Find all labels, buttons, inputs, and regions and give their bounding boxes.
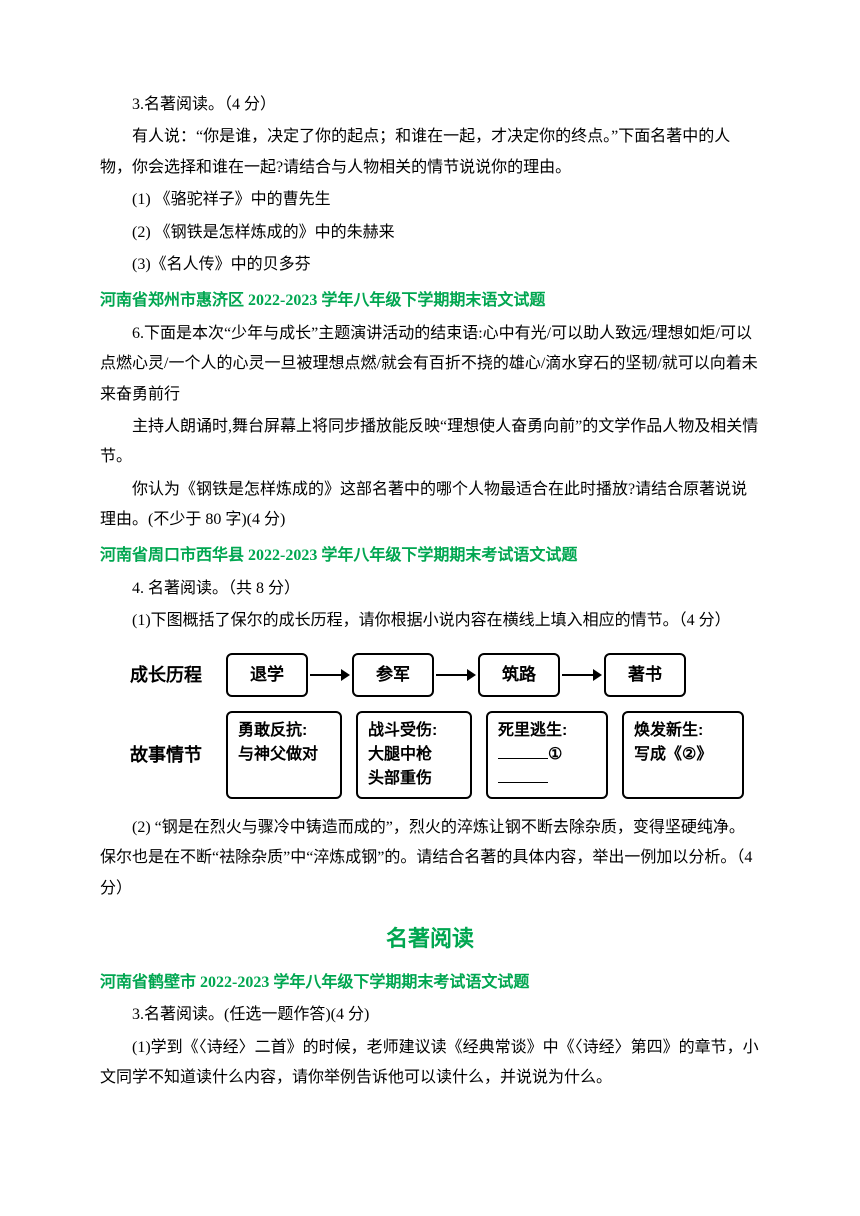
arrow-icon (308, 665, 352, 685)
s1-opt2: (2) 《钢铁是怎样炼成的》中的朱赫来 (100, 218, 760, 248)
bb3-fill: ① (548, 743, 562, 767)
center-heading: 名著阅读 (100, 918, 760, 960)
top-box-1: 退学 (226, 653, 308, 697)
s4-q3-title: 3.名著阅读。(任选一题作答)(4 分) (100, 1000, 760, 1030)
bottom-box-1: 勇敢反抗: 与神父做对 (226, 711, 342, 799)
diagram-row-top: 成长历程 退学 参军 筑路 著书 (130, 653, 760, 697)
bb4-l1: 焕发新生: (634, 722, 703, 739)
bb3-l1: 死里逃生: (498, 722, 567, 739)
s2-header: 河南省郑州市惠济区 2022-2023 学年八年级下学期期末语文试题 (100, 286, 760, 316)
q4-title: 4. 名著阅读。（共 8 分） (100, 574, 760, 604)
s1-p1: 有人说：“你是谁，决定了你的起点；和谁在一起，才决定你的终点。”下面名著中的人物… (100, 122, 760, 183)
s4-header: 河南省鹤壁市 2022-2023 学年八年级下学期期末考试语文试题 (100, 968, 760, 998)
bb1-l2: 与神父做对 (238, 746, 318, 763)
diagram-row-bottom: 故事情节 勇敢反抗: 与神父做对 战斗受伤: 大腿中枪 头部重伤 死里逃生: ①… (130, 711, 760, 799)
bb2-l3: 头部重伤 (368, 770, 432, 787)
bb2-l1: 战斗受伤: (368, 722, 437, 739)
s2-p2: 主持人朗诵时,舞台屏幕上将同步播放能反映“理想使人奋勇向前”的文学作品人物及相关… (100, 412, 760, 473)
s3-sub1: (1)下图概括了保尔的成长历程，请你根据小说内容在横线上填入相应的情节。（4 分… (100, 606, 760, 636)
bb2-l2: 大腿中枪 (368, 746, 432, 763)
row2-label: 故事情节 (130, 738, 218, 772)
s4-p1: (1)学到《〈诗经〉二首》的时候，老师建议读《经典常谈》中《〈诗经〉第四》的章节… (100, 1033, 760, 1094)
s3-sub2: (2) “钢是在烈火与骤冷中铸造而成的”，烈火的淬炼让钢不断去除杂质，变得坚硬纯… (100, 813, 760, 904)
bottom-box-4: 焕发新生: 写成《②》 (622, 711, 744, 799)
bb4-l2a: 写成《 (634, 746, 682, 763)
bottom-box-2: 战斗受伤: 大腿中枪 头部重伤 (356, 711, 472, 799)
s3-header: 河南省周口市西华县 2022-2023 学年八年级下学期期末考试语文试题 (100, 541, 760, 571)
bottom-boxes: 勇敢反抗: 与神父做对 战斗受伤: 大腿中枪 头部重伤 死里逃生: ① 焕发新生… (226, 711, 744, 799)
row1-label: 成长历程 (130, 658, 218, 692)
fill-blank-1[interactable] (498, 745, 548, 759)
top-boxes: 退学 参军 筑路 著书 (226, 653, 686, 697)
arrow-icon (434, 665, 478, 685)
top-box-3: 筑路 (478, 653, 560, 697)
s2-p3: 你认为《钢铁是怎样炼成的》这部名著中的哪个人物最适合在此时播放?请结合原著说说理… (100, 475, 760, 536)
fill-blank-1b[interactable] (498, 769, 548, 783)
s2-p1: 6.下面是本次“少年与成长”主题演讲活动的结束语:心中有光/可以助人致远/理想如… (100, 319, 760, 410)
bb1-l1: 勇敢反抗: (238, 722, 307, 739)
s1-opt1: (1) 《骆驼祥子》中的曹先生 (100, 185, 760, 215)
s1-opt3: (3)《名人传》中的贝多芬 (100, 250, 760, 280)
bottom-box-3: 死里逃生: ① (486, 711, 608, 799)
arrow-icon (560, 665, 604, 685)
bb4-l2b: 》 (696, 746, 712, 763)
growth-diagram: 成长历程 退学 参军 筑路 著书 故事情节 勇敢反抗: 与神父做对 战斗受伤: … (100, 653, 760, 799)
q3-title: 3.名著阅读。（4 分） (100, 90, 760, 120)
top-box-4: 著书 (604, 653, 686, 697)
bb4-fill: ② (682, 743, 696, 767)
top-box-2: 参军 (352, 653, 434, 697)
